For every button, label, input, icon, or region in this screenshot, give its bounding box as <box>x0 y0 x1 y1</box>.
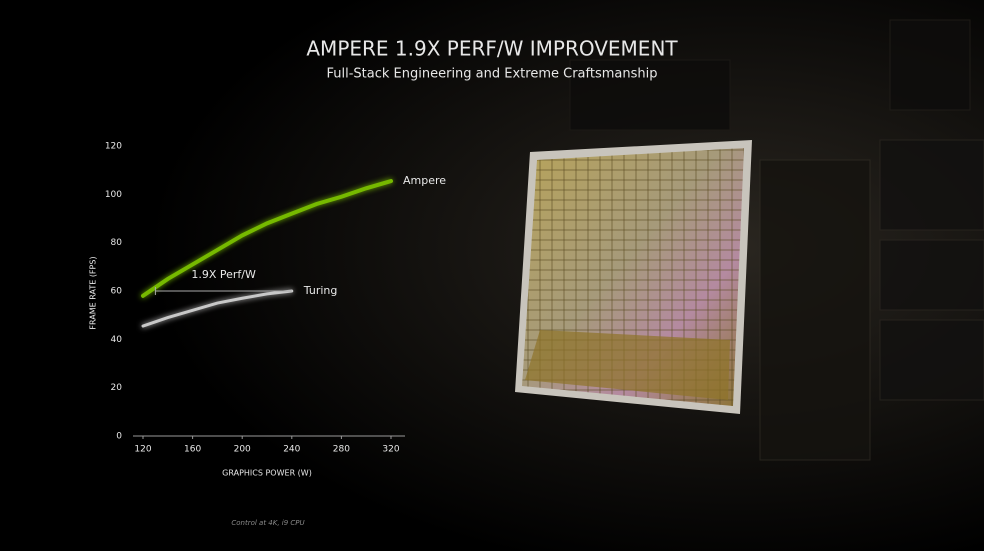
y-tick-label: 60 <box>111 287 123 297</box>
y-tick-label: 120 <box>105 142 122 152</box>
footnote: Control at 4K, i9 CPU <box>231 519 304 527</box>
y-tick-label: 0 <box>116 432 122 442</box>
series-line <box>141 179 393 298</box>
series-line <box>141 289 294 328</box>
board <box>569 19 984 461</box>
annotation-text: 1.9X Perf/W <box>191 268 256 281</box>
y-tick-label: 40 <box>111 335 123 345</box>
x-tick-label: 320 <box>382 445 399 455</box>
chart-title: AMPERE 1.9X PERF/W IMPROVEMENT <box>306 37 678 61</box>
x-tick-label: 160 <box>184 445 201 455</box>
y-tick-label: 20 <box>111 383 123 393</box>
chip-image <box>515 140 752 414</box>
x-tick-label: 280 <box>333 445 350 455</box>
x-axis-label: GRAPHICS POWER (W) <box>222 469 312 478</box>
y-axis-label: FRAME RATE (FPS) <box>89 256 98 329</box>
y-tick-label: 80 <box>111 238 123 248</box>
chart-subtitle: Full-Stack Engineering and Extreme Craft… <box>327 67 658 82</box>
y-tick-label: 100 <box>105 190 122 200</box>
x-tick-label: 240 <box>283 445 300 455</box>
x-tick-label: 200 <box>234 445 251 455</box>
series-label: Turing <box>303 284 338 297</box>
series-label: Ampere <box>403 174 446 187</box>
x-tick-label: 120 <box>134 445 151 455</box>
